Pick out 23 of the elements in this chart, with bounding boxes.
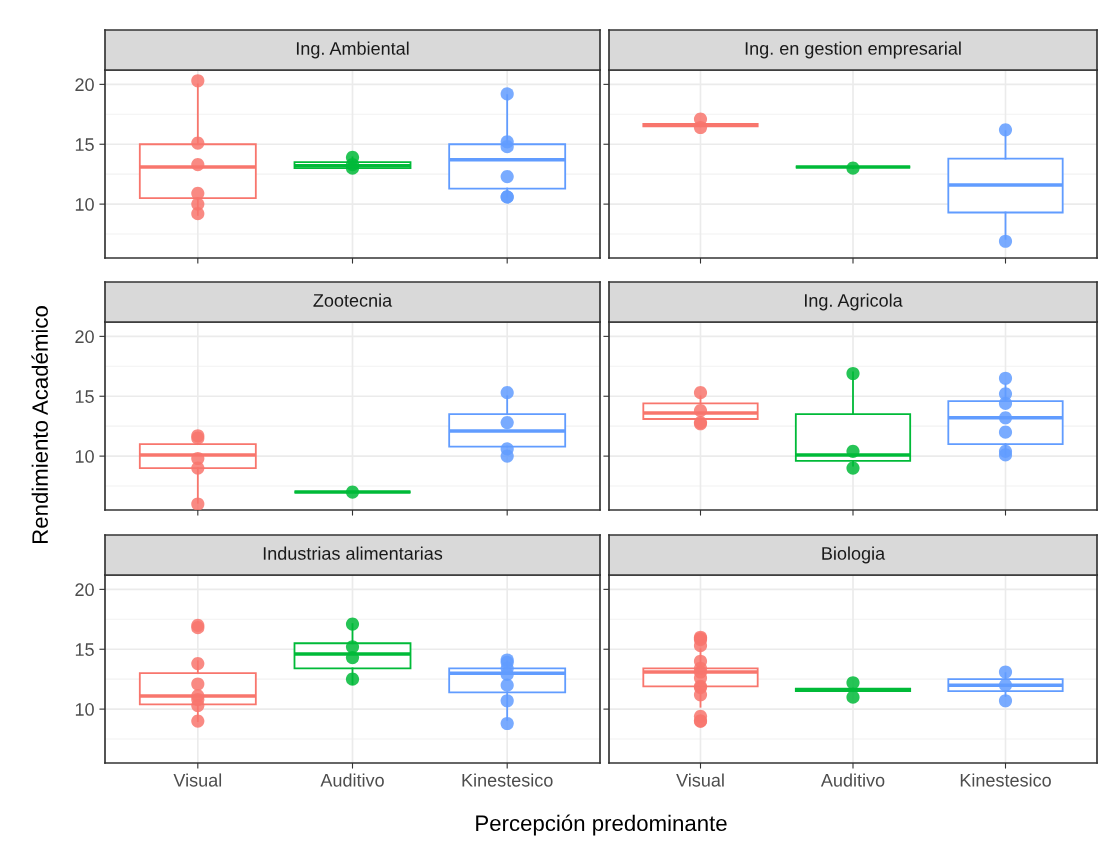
x-tick-label: Kinestesico xyxy=(462,773,553,787)
y-tick-label: 10 xyxy=(75,198,94,211)
x-axis-title: Percepción predominante xyxy=(476,814,727,836)
chart-title: Industrias alimentarias xyxy=(263,546,443,560)
y-tick-label: 15 xyxy=(75,138,94,151)
y-tick-label: 15 xyxy=(75,390,94,403)
y-tick-label: 20 xyxy=(75,78,94,92)
chart-title: Zootecnia xyxy=(313,293,393,307)
x-tick-label: Kinestesico xyxy=(960,773,1051,787)
x-tick-label: Visual xyxy=(676,773,724,787)
y-tick-label: 15 xyxy=(75,643,94,656)
chart-title: Biologia xyxy=(822,546,886,564)
x-tick-label: Auditivo xyxy=(820,773,885,787)
y-tick-label: 10 xyxy=(75,703,94,716)
y-axis-title: Rendimiento Académico xyxy=(31,306,48,543)
chart-title: Ing. Ambiental xyxy=(296,41,409,59)
x-tick-label: Auditivo xyxy=(320,773,384,787)
y-tick-label: 10 xyxy=(75,450,94,463)
y-tick-label: 20 xyxy=(75,330,94,344)
chart-title: Ing. Agricola xyxy=(804,293,903,311)
y-tick-label: 20 xyxy=(75,583,94,597)
x-tick-label: Visual xyxy=(173,773,222,787)
chart-title: Ing. en gestion empresarial xyxy=(745,41,961,59)
